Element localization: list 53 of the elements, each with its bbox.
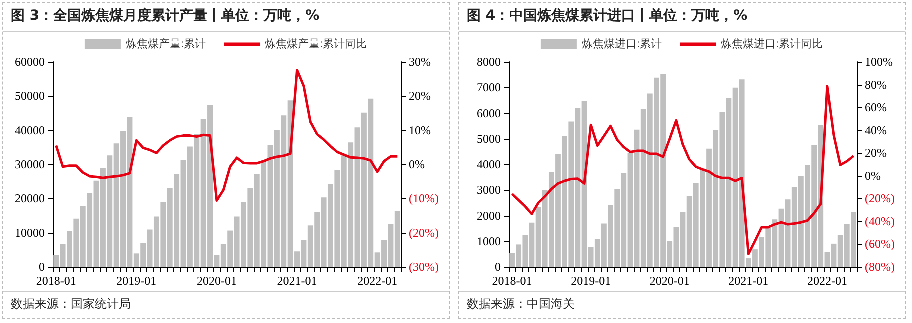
y2-tick-label: (80%): [865, 260, 895, 274]
y-tick-label: 60000: [15, 55, 45, 69]
legend-label: 炼焦煤进口:累计同比: [721, 38, 824, 50]
y-tick-label: 3000: [477, 183, 501, 198]
legend-label: 炼焦煤产量:累计同比: [265, 38, 368, 50]
line-series: [55, 68, 399, 202]
y-tick-label: 6000: [477, 106, 501, 120]
y-tick-label: 10000: [15, 226, 45, 240]
y-tick-label: 4000: [477, 158, 501, 172]
y2-tick-label: 80%: [865, 78, 887, 92]
y-tick-label: 20000: [15, 192, 45, 206]
y-tick-label: 7000: [477, 80, 501, 95]
legend-label: 炼焦煤进口:累计: [582, 38, 662, 50]
y2-tick-label: (60%): [865, 237, 895, 252]
y2-tick-label: (30%): [409, 260, 439, 274]
y2-tick-label: 0%: [409, 158, 425, 172]
y2-tick-label: (40%): [865, 214, 895, 228]
y2-tick-label: (10%): [409, 192, 439, 206]
x-tick-label: 2018-01: [36, 274, 76, 288]
y2-tick-label: 10%: [409, 123, 431, 138]
source-note: 数据来源：国家统计局: [3, 291, 449, 318]
y-tick-label: 8000: [477, 55, 501, 69]
y2-tick-label: 30%: [409, 55, 431, 69]
y2-tick-label: (20%): [865, 192, 895, 206]
x-tick-label: 2018-01: [492, 274, 532, 288]
x-tick-label: 2020-01: [650, 274, 690, 288]
x-tick-label: 2019-01: [116, 274, 157, 288]
y2-tick-label: 40%: [865, 123, 887, 138]
line-series: [511, 85, 855, 256]
y-tick-label: 1000: [477, 234, 501, 248]
y2-tick-label: 20%: [409, 89, 431, 104]
y-tick-label: 5000: [477, 132, 501, 146]
y-tick-label: 40000: [15, 123, 45, 138]
x-tick-label: 2022-01: [807, 274, 848, 288]
y2-tick-label: (20%): [409, 226, 439, 240]
y-tick-label: 30000: [15, 158, 45, 172]
x-tick-label: 2022-01: [358, 274, 398, 288]
x-tick-label: 2021-01: [277, 274, 318, 288]
chart-title: 图 4：中国炼焦煤累计进口丨单位：万吨，%: [459, 3, 905, 32]
y2-tick-label: 20%: [865, 146, 887, 160]
y2-tick-label: 60%: [865, 100, 887, 115]
y-tick-label: 50000: [15, 89, 45, 104]
y-tick-label: 2000: [477, 208, 501, 223]
chart-title: 图 3：全国炼焦煤月度累计产量丨单位：万吨，%: [3, 3, 449, 32]
source-note: 数据来源：中国海关: [459, 291, 905, 318]
y2-tick-label: 0%: [865, 168, 881, 183]
y2-tick-label: 100%: [865, 55, 893, 69]
x-tick-label: 2020-01: [196, 274, 237, 288]
y-tick-label: 0: [39, 260, 45, 274]
legend-label: 炼焦煤产量:累计: [126, 38, 206, 50]
y-tick-label: 0: [495, 260, 501, 274]
x-tick-label: 2021-01: [728, 274, 769, 288]
x-tick-label: 2019-01: [571, 274, 612, 288]
